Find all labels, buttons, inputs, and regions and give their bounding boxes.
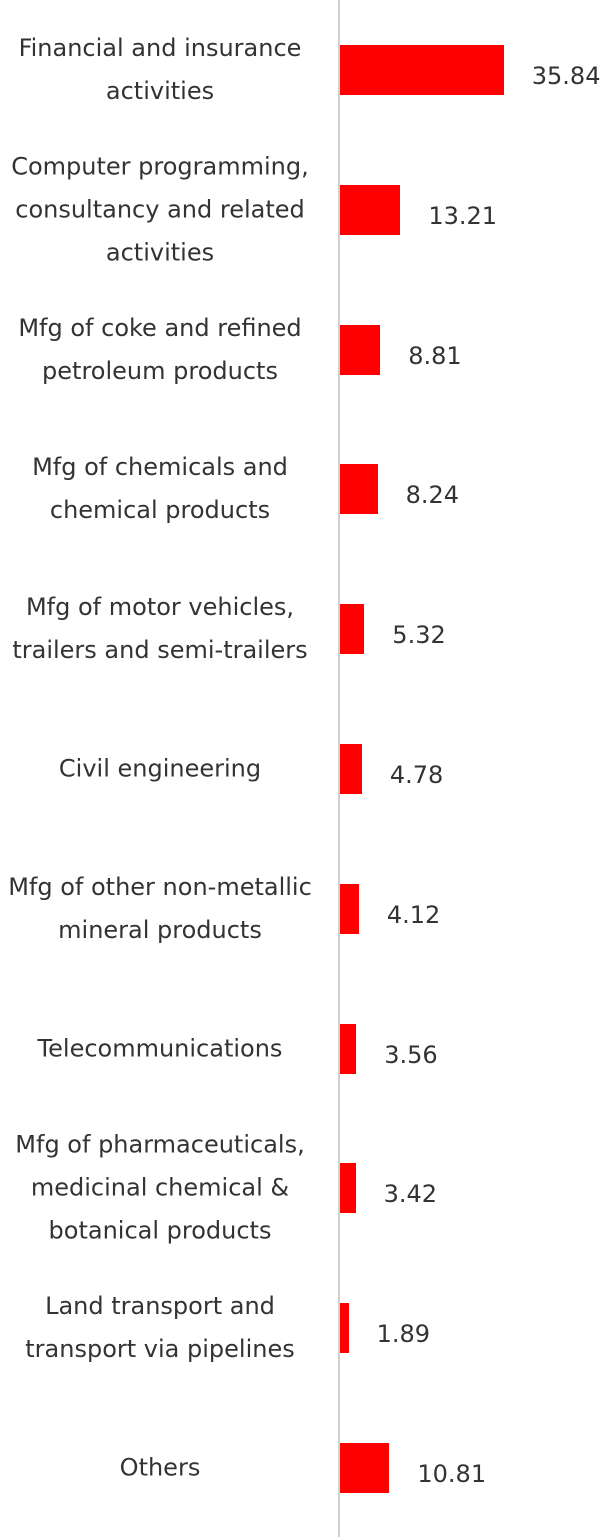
value-label: 4.12 xyxy=(386,900,441,929)
category-label: Mfg of chemicals and chemical products xyxy=(32,453,288,525)
category-label: Mfg of coke and refined petroleum produc… xyxy=(18,313,302,385)
bar xyxy=(340,1023,357,1074)
category-label: Telecommunications xyxy=(37,1034,283,1063)
bar xyxy=(340,464,378,515)
value-label: 8.24 xyxy=(405,481,460,510)
bar xyxy=(340,1163,356,1214)
value-label: 35.84 xyxy=(531,62,601,90)
bar xyxy=(340,184,401,235)
bar xyxy=(340,45,504,95)
category-label: Financial and insurance activities xyxy=(18,34,302,105)
value-label: 4.78 xyxy=(389,761,444,789)
bar xyxy=(340,324,381,375)
bar xyxy=(340,744,362,794)
bar xyxy=(340,883,359,934)
bar xyxy=(340,604,365,655)
axis-line xyxy=(338,0,340,1537)
value-label: 3.42 xyxy=(383,1180,438,1209)
category-label: Mfg of motor vehicles, trailers and semi… xyxy=(12,593,308,665)
category-label: Civil engineering xyxy=(58,754,262,783)
category-label: Land transport and transport via pipelin… xyxy=(25,1292,295,1364)
category-label: Others xyxy=(119,1453,201,1482)
value-label: 1.89 xyxy=(376,1320,431,1349)
category-label: Mfg of pharmaceuticals, medicinal chemic… xyxy=(15,1130,305,1245)
category-label: Computer programming, consultancy and re… xyxy=(11,152,309,267)
category-label: Mfg of other non-metallic mineral produc… xyxy=(8,872,312,944)
bar xyxy=(340,1303,349,1354)
bar xyxy=(340,1443,390,1493)
value-label: 5.32 xyxy=(392,621,446,650)
value-label: 3.56 xyxy=(384,1040,438,1069)
value-label: 10.81 xyxy=(417,1460,487,1488)
value-label: 13.21 xyxy=(428,201,498,230)
value-label: 8.81 xyxy=(408,341,462,370)
